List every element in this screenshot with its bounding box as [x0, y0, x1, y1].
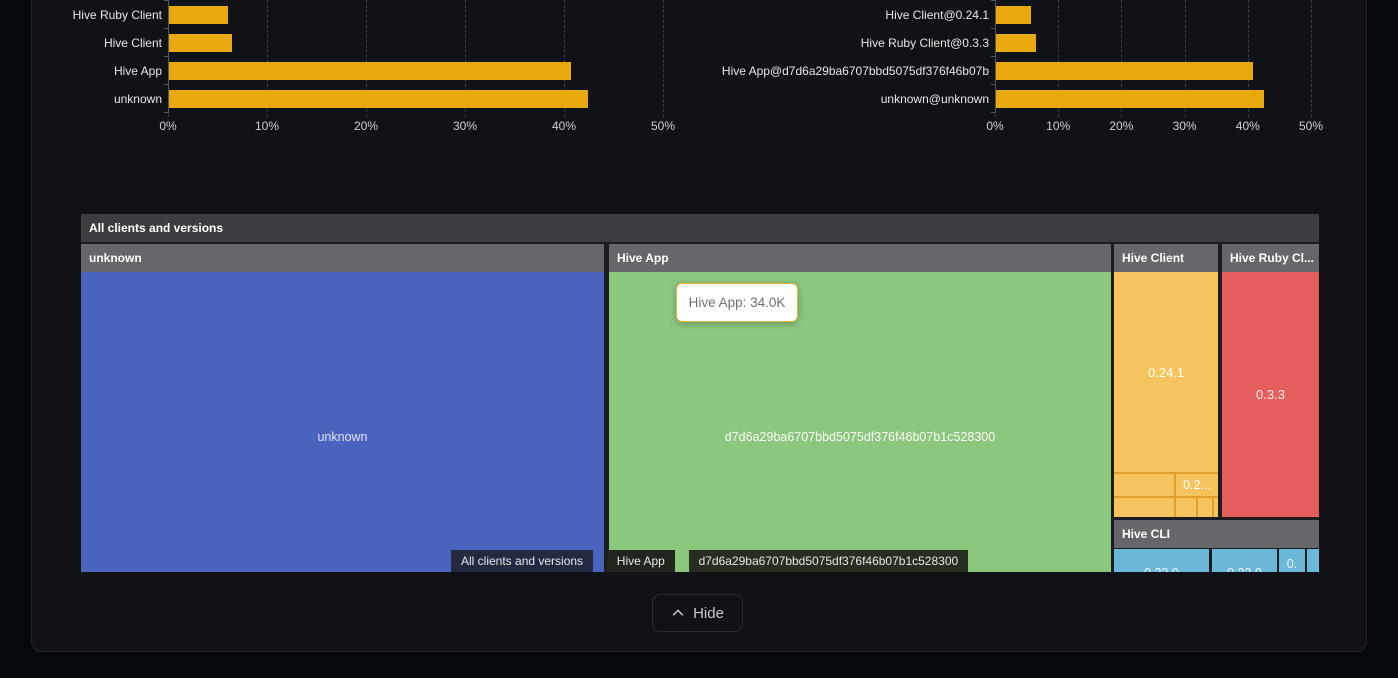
- bar-category-label: Hive Client@0.24.1: [885, 8, 989, 22]
- treemap-cell-hive-client-sub2[interactable]: [1114, 498, 1174, 517]
- x-axis-tick-label: 20%: [353, 119, 379, 133]
- treemap-cell-hive-cli-2[interactable]: 0.23.0: [1212, 549, 1277, 572]
- treemap: All clients and versions unknown unknown…: [81, 214, 1319, 572]
- bar-category-label: unknown: [113, 92, 162, 106]
- treemap-section-hive-client: Hive Client 0.24.1 0.2...: [1114, 244, 1218, 517]
- x-axis-tick-label: 10%: [1046, 119, 1071, 133]
- treemap-tooltip: Hive App: 34.0K: [676, 283, 798, 322]
- bar-category-label: Hive Ruby Client@0.3.3: [860, 36, 989, 50]
- breadcrumb-item-hive-app[interactable]: Hive App: [606, 550, 675, 572]
- treemap-section-hive-app: Hive App d7d6a29ba6707bbd5075df376f46b07…: [609, 244, 1111, 572]
- x-axis-tick-label: 30%: [452, 119, 478, 133]
- y-axis-line: [168, 0, 169, 113]
- chevron-up-icon: [671, 606, 685, 620]
- bar-row: Hive Client@0.24.1: [700, 1, 1360, 29]
- gridline: [1058, 0, 1060, 117]
- x-axis-tick-label: 20%: [1109, 119, 1134, 133]
- bar-category-label: Hive App@d7d6a29ba6707bbd5075df376f46b07…: [721, 64, 989, 78]
- bar-category-label: Hive App: [113, 64, 162, 78]
- treemap-cell-hive-client-sub5[interactable]: [1214, 498, 1218, 517]
- treemap-cell-hive-cli-4[interactable]: [1307, 549, 1319, 572]
- treemap-cell-hive-cli-3[interactable]: 0.: [1279, 549, 1305, 572]
- treemap-section-hive-client-header[interactable]: Hive Client: [1114, 244, 1218, 272]
- treemap-section-unknown: unknown unknown: [81, 244, 604, 572]
- breadcrumb: All clients and versions ❱ Hive App ❱ d7…: [451, 550, 969, 572]
- chevron-right-icon: ❱: [594, 552, 606, 568]
- y-axis-tick: [164, 0, 168, 1]
- y-axis-tick: [991, 28, 995, 29]
- bar[interactable]: [169, 34, 232, 52]
- gridline: [1311, 0, 1312, 117]
- bar-category-label: Hive Client: [103, 36, 162, 50]
- treemap-section-hive-app-header[interactable]: Hive App: [609, 244, 1111, 272]
- y-axis-tick: [164, 112, 168, 113]
- treemap-root-header[interactable]: All clients and versions: [81, 214, 1319, 242]
- bar-chart-left: 0% 10% 20% 30% 40% 50% Hive Ruby Client Hive Cl…: [0, 0, 690, 140]
- chevron-right-icon: ❱: [675, 552, 688, 568]
- x-axis-tick-label: 0%: [986, 119, 1004, 133]
- x-axis-tick-label: 40%: [1235, 119, 1260, 133]
- treemap-cell-unknown[interactable]: unknown: [81, 272, 604, 572]
- bar-row: unknown: [0, 85, 690, 113]
- bar[interactable]: [169, 6, 228, 24]
- hide-button-label: Hide: [693, 604, 724, 622]
- treemap-cell-hive-client-0-2[interactable]: 0.2...: [1176, 474, 1218, 496]
- bar-row: Hive Ruby Client@0.3.3: [700, 29, 1360, 57]
- bar-category-label: unknown@unknown: [880, 92, 989, 106]
- y-axis-tick: [991, 112, 995, 113]
- treemap-cell-hive-client-sub4[interactable]: [1198, 498, 1212, 517]
- bar-row: Hive Client: [0, 29, 690, 57]
- bar-row: Hive Ruby Client: [0, 1, 690, 29]
- gridline: [564, 0, 565, 117]
- bar[interactable]: [996, 6, 1031, 24]
- treemap-cell-hive-client-0-24-1[interactable]: 0.24.1: [1114, 272, 1218, 472]
- breadcrumb-item-hash[interactable]: d7d6a29ba6707bbd5075df376f46b07b1c528300: [688, 550, 969, 572]
- treemap-section-hive-ruby: Hive Ruby Cl... 0.3.3: [1222, 244, 1319, 517]
- treemap-cell-hive-ruby-0-3-3[interactable]: 0.3.3: [1222, 272, 1319, 517]
- x-axis-tick-label: 50%: [650, 119, 676, 133]
- hide-button[interactable]: Hide: [652, 594, 743, 632]
- x-axis-tick-label: 30%: [1172, 119, 1197, 133]
- treemap-cell-hive-app-version[interactable]: d7d6a29ba6707bbd5075df376f46b07b1c528300: [609, 272, 1111, 572]
- x-axis-tick-label: 50%: [1298, 119, 1324, 133]
- bar-row: Hive App: [0, 57, 690, 85]
- bar[interactable]: [996, 34, 1036, 52]
- treemap-cell-hive-client-sub1[interactable]: [1114, 474, 1174, 496]
- treemap-cell-hive-client-sub3[interactable]: [1176, 498, 1196, 517]
- x-axis-tick-label: 0%: [159, 119, 177, 133]
- treemap-section-hive-cli: Hive CLI 0.23.0 0.23.0 0.: [1114, 520, 1319, 572]
- y-axis-tick: [164, 84, 168, 85]
- bar[interactable]: [169, 90, 588, 108]
- gridline: [267, 0, 268, 117]
- bar-category-label: Hive Ruby Client: [72, 8, 162, 22]
- bar-chart-right: 0% 10% 20% 30% 40% 50% Hive Client@0.24.1 Hive …: [700, 0, 1360, 140]
- bar[interactable]: [996, 90, 1264, 108]
- gridline: [366, 0, 367, 117]
- y-axis-line: [995, 0, 996, 113]
- bar[interactable]: [996, 62, 1253, 80]
- y-axis-tick: [164, 56, 168, 57]
- treemap-section-hive-ruby-header[interactable]: Hive Ruby Cl...: [1222, 244, 1319, 272]
- y-axis-tick: [991, 56, 995, 57]
- treemap-section-hive-cli-header[interactable]: Hive CLI: [1114, 520, 1319, 548]
- x-axis-tick-label: 40%: [551, 119, 577, 133]
- y-axis-tick: [164, 28, 168, 29]
- treemap-cell-hive-cli-1[interactable]: 0.23.0: [1114, 549, 1209, 572]
- gridline: [1184, 0, 1186, 117]
- breadcrumb-item-root[interactable]: All clients and versions: [451, 550, 594, 572]
- gridline: [663, 0, 664, 117]
- gridline: [1121, 0, 1123, 117]
- treemap-section-unknown-header[interactable]: unknown: [81, 244, 604, 272]
- y-axis-tick: [991, 84, 995, 85]
- y-axis-tick: [991, 0, 995, 1]
- gridline: [1247, 0, 1249, 117]
- bar-row: unknown@unknown: [700, 85, 1360, 113]
- bar[interactable]: [169, 62, 571, 80]
- x-axis-tick-label: 10%: [254, 119, 280, 133]
- gridline: [465, 0, 466, 117]
- bar-row: Hive App@d7d6a29ba6707bbd5075df376f46b07…: [700, 57, 1360, 85]
